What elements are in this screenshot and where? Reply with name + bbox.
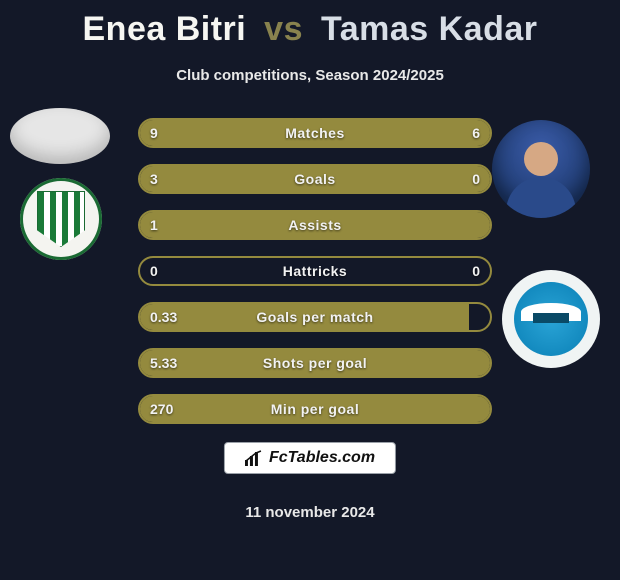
metric-label: Min per goal xyxy=(140,396,490,422)
metric-label: Matches xyxy=(140,120,490,146)
metric-label: Assists xyxy=(140,212,490,238)
player2-avatar-icon xyxy=(492,120,590,218)
player2-name: Tamas Kadar xyxy=(321,10,538,48)
metric-label: Goals per match xyxy=(140,304,490,330)
crest-inner-icon xyxy=(514,282,588,356)
player1-avatar-icon xyxy=(10,108,110,164)
player1-club-crest-icon xyxy=(20,178,102,260)
subtitle: Club competitions, Season 2024/2025 xyxy=(0,67,620,84)
comparison-row: 30Goals xyxy=(138,164,492,194)
comparison-chart: 96Matches 30Goals 1Assists 00Hattricks 0.33G… xyxy=(138,118,492,440)
metric-label: Goals xyxy=(140,166,490,192)
player2-club-crest-icon xyxy=(502,270,600,368)
dateline: 11 november 2024 xyxy=(0,504,620,521)
page-title: Enea Bitri vs Tamas Kadar xyxy=(0,0,620,49)
metric-label: Shots per goal xyxy=(140,350,490,376)
comparison-row: 270Min per goal xyxy=(138,394,492,424)
bar-chart-icon xyxy=(245,450,263,466)
player1-name: Enea Bitri xyxy=(83,10,247,48)
shield-icon xyxy=(37,191,85,247)
vs-separator: vs xyxy=(264,10,303,48)
comparison-row: 5.33Shots per goal xyxy=(138,348,492,378)
comparison-row: 96Matches xyxy=(138,118,492,148)
brand-text: FcTables.com xyxy=(269,449,375,467)
comparison-row: 0.33Goals per match xyxy=(138,302,492,332)
comparison-row: 00Hattricks xyxy=(138,256,492,286)
brand-chip: FcTables.com xyxy=(224,442,396,474)
comparison-row: 1Assists xyxy=(138,210,492,240)
metric-label: Hattricks xyxy=(140,258,490,284)
